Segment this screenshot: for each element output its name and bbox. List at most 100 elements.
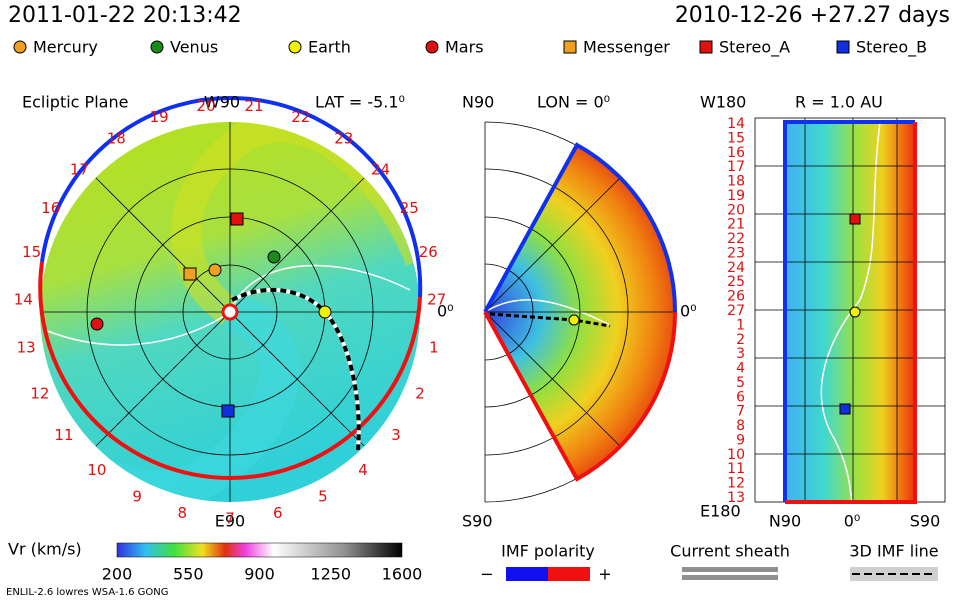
meridional-sheath [484,299,611,326]
radial-y-label: 6 [736,389,745,405]
legend-marker [836,40,850,54]
rotation-label: 10 [87,461,106,479]
rotation-label: 12 [30,384,49,402]
radial-x-label: N90 [769,512,801,531]
radial-y-label: 23 [727,245,745,261]
imf-plus: + [598,565,611,584]
messenger [183,267,197,281]
panel-title: Ecliptic Plane [22,93,128,112]
rotation-label: 17 [70,160,89,178]
radial-y-label: 9 [736,432,745,448]
rotation-label: 5 [318,487,328,505]
legend-label: Stereo_A [719,38,790,58]
radial-rim-south [785,122,917,504]
radial-y-label: 12 [727,476,745,492]
legend-marker [699,40,713,54]
radial-y-label: 15 [727,130,745,146]
legend-label: Messenger [583,38,670,57]
axis-label: N90 [462,93,494,112]
rotation-label: 27 [427,290,446,308]
radial-rim-north [783,120,915,502]
radial-y-label: 16 [727,145,745,161]
mercury [208,263,222,277]
radial-y-label: 20 [727,202,745,218]
imf-toward [548,567,590,581]
radial-sheath [820,121,881,503]
rotation-label: 23 [334,130,353,148]
radial-stereo-a [849,213,861,225]
sheath-key [682,567,778,572]
rotation-label: 9 [132,487,142,505]
stereo-a [230,212,244,226]
legend-marker [13,40,27,54]
rotation-label: 14 [14,290,33,308]
imf-line-label: 3D IMF line [849,542,938,561]
axis-label: E180 [700,502,741,521]
rotation-label: 21 [244,97,263,115]
radial-y-label: 24 [727,260,745,276]
rotation-label: 13 [17,338,36,356]
colorbar-label: Vr (km/s) [8,540,82,559]
mars [90,317,104,331]
radial-y-label: 3 [736,346,745,362]
radial-y-label: 25 [727,274,745,290]
radial-y-label: 14 [727,116,745,132]
legend-label: Venus [170,38,218,57]
colorbar-tick: 200 [102,565,133,584]
colorbar-tick: 1250 [310,565,351,584]
legend-label: Earth [308,38,351,57]
radial-y-label: 22 [727,231,745,247]
sheath-key [682,575,778,580]
venus [267,250,281,264]
ecliptic-rim-south [38,261,422,480]
colorbar-tick: 900 [244,565,275,584]
rotation-label: 4 [358,461,368,479]
rotation-label: 7 [225,510,235,528]
radial-y-label: 10 [727,447,745,463]
legend-marker [425,40,439,54]
radial-y-label: 18 [727,174,745,190]
rotation-label: 26 [419,243,438,261]
radial-y-label: 26 [727,289,745,305]
rotation-label: 22 [291,108,310,126]
footer: ENLIL-2.6 lowres WSA-1.6 GONG [6,587,169,598]
rotation-label: 3 [391,426,401,444]
colorbar [116,542,403,558]
rotation-label: 1 [429,338,439,356]
radial-y-label: 17 [727,159,745,175]
legend-label: Mars [445,38,484,57]
lon-label: LON = 0⁰ [537,93,610,112]
legend-marker [150,40,164,54]
radial-earth [849,306,861,318]
radial-y-label: 4 [736,361,745,377]
axis-label: 0⁰ [437,302,454,321]
colorbar-tick: 550 [173,565,204,584]
legend-marker [563,40,577,54]
axis-label: E90 [215,512,245,531]
meridional-rim-south [483,311,678,482]
sheath-label: Current sheath [670,542,790,561]
radial-y-label: 7 [736,404,745,420]
rotation-label: 15 [22,243,41,261]
meridional-earth [568,314,580,326]
rotation-label: 16 [41,199,60,217]
legend-label: Stereo_B [856,38,927,58]
colorbar-tick: 1600 [382,565,423,584]
rotation-label: 19 [150,108,169,126]
stereo-b [221,404,235,418]
rotation-label: 20 [196,97,215,115]
rotation-label: 25 [400,199,419,217]
rotation-label: 8 [177,504,187,522]
legend-marker [288,40,302,54]
rotation-label: 2 [415,384,425,402]
ecliptic-rim-north [40,95,423,298]
imf-minus: − [480,565,493,584]
radial-x-label: 0⁰ [844,512,861,531]
rotation-label: 11 [54,426,73,444]
radial-y-label: 21 [727,217,745,233]
imf-away [506,567,548,581]
legend-label: Mercury [33,38,98,57]
radial-y-label: 1 [736,317,745,333]
axis-label: S90 [462,512,493,531]
